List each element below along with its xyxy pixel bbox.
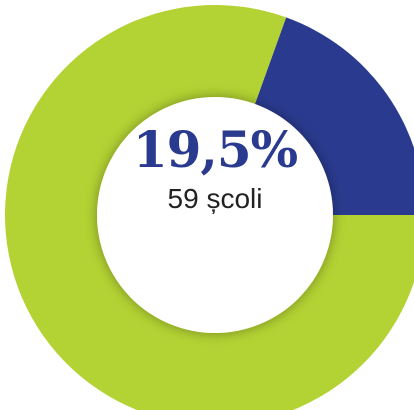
donut-hole [97,97,333,333]
center-text: 19,5% 59 școli [99,122,331,216]
center-label: 59 școli [167,183,263,214]
center-percentage: 19,5% [132,120,298,179]
